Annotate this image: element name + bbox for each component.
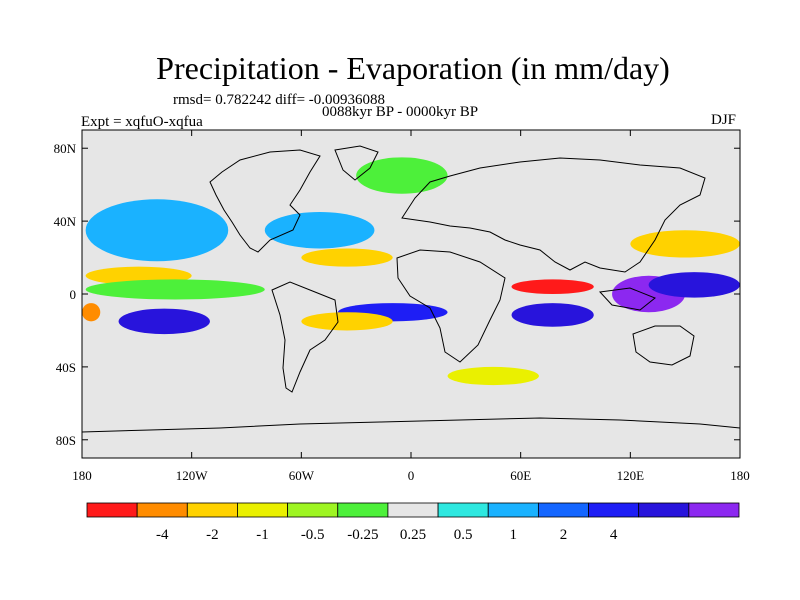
x-tick-label: 120W (176, 468, 209, 483)
colorbar-label: -1 (256, 527, 269, 543)
season-label: DJF (711, 112, 737, 128)
colorbar-swatch (86, 502, 138, 518)
colorbar-swatch (387, 502, 439, 518)
region-indian-south-blue (511, 303, 594, 327)
experiment-label: Expt = xqfuO-xqfua (81, 114, 203, 130)
y-tick-label: 80S (56, 433, 76, 448)
colorbar-label: 4 (610, 527, 618, 543)
colorbar-label: 0.25 (400, 527, 426, 543)
colorbar-swatch (186, 502, 238, 518)
colorbar-swatch (537, 502, 589, 518)
region-pacific-south-orange (82, 303, 101, 322)
colorbar-swatch (588, 502, 640, 518)
x-tick-label: 180 (730, 468, 750, 483)
region-pacific-equatorial-green (85, 279, 265, 300)
rmsd-diff-stats: rmsd= 0.782242 diff= -0.00936088 (173, 92, 386, 108)
y-tick-label: 40S (56, 360, 76, 375)
y-tick-label: 40N (54, 214, 77, 229)
region-pacific-north-cyan (85, 199, 229, 262)
region-atlantic-south-yellow (301, 312, 393, 331)
y-tick-label: 80N (54, 141, 77, 156)
colorbar-swatch (638, 502, 690, 518)
region-pacific-west-yellow (630, 230, 740, 258)
colorbar-swatch (136, 502, 188, 518)
region-pacific-west-blue (648, 272, 740, 298)
colorbar-swatch (337, 502, 389, 518)
region-pacific-south-blue (118, 308, 210, 335)
region-indian-equatorial-red (511, 279, 594, 295)
region-atlantic-north-cyan (264, 212, 375, 249)
region-north-atlantic-green (356, 157, 448, 194)
colorbar-swatch (437, 502, 489, 518)
chart-title: Precipitation - Evaporation (in mm/day) (156, 50, 670, 86)
colorbar-label: 2 (560, 527, 568, 543)
y-tick-label: 0 (70, 287, 77, 302)
colorbar-swatch (688, 502, 740, 518)
x-tick-label: 120E (617, 468, 645, 483)
colorbar-label: -4 (156, 527, 169, 543)
colorbar-label: -0.5 (301, 527, 325, 543)
x-tick-label: 180 (72, 468, 92, 483)
coastlines (82, 145, 740, 433)
region-southern-ocean-yellow (447, 366, 539, 386)
colorbar-swatch (487, 502, 539, 518)
colorbar-label: -0.25 (347, 527, 378, 543)
x-tick-label: 60E (510, 468, 531, 483)
colorbar-label: 1 (510, 527, 518, 543)
colorbar-label: -2 (206, 527, 219, 543)
colorbar-swatch (237, 502, 289, 518)
colorbar-swatch (287, 502, 339, 518)
colorbar-label: 0.5 (454, 527, 473, 543)
x-tick-label: 60W (289, 468, 315, 483)
time-period-label: 0088kyr BP - 0000kyr BP (322, 104, 479, 120)
region-atlantic-north-yellow (301, 248, 393, 267)
x-tick-label: 0 (408, 468, 415, 483)
